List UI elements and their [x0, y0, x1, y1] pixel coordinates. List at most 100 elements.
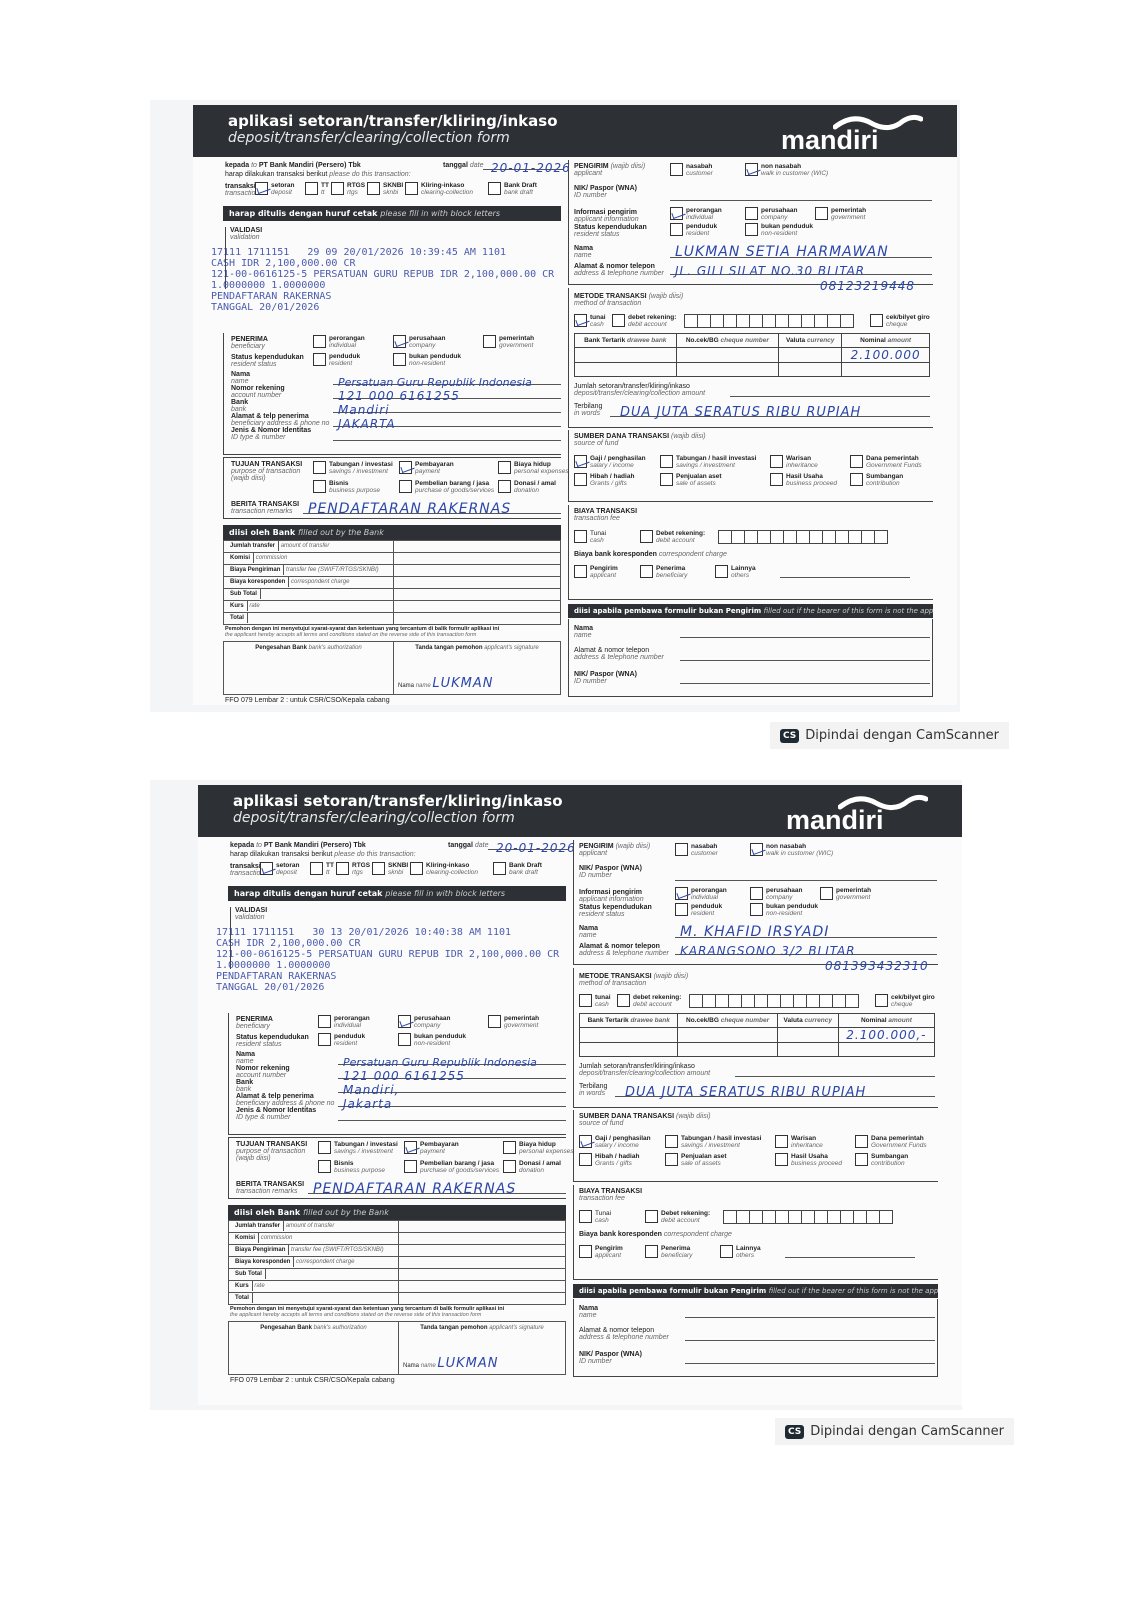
checkbox[interactable] [775, 1135, 788, 1148]
cell[interactable] [841, 362, 930, 377]
digit-cell[interactable] [710, 314, 724, 328]
fund-source-option[interactable]: Hasil Usaha business proceed [775, 1153, 842, 1167]
digit-cell[interactable] [845, 994, 859, 1008]
customer-type-option[interactable]: non nasabah walk in customer (WIC) [750, 843, 833, 857]
charge-option[interactable]: Pengirim applicant [574, 565, 618, 579]
fee-debit-account-cells[interactable] [718, 530, 888, 544]
checkbox[interactable] [870, 314, 883, 327]
checkbox[interactable] [720, 1245, 733, 1258]
fund-source-option[interactable]: Warisan inheritance [775, 1135, 823, 1149]
resident-option[interactable]: bukan penduduk non-resident [750, 903, 818, 917]
digit-cell[interactable] [744, 530, 758, 544]
checkbox[interactable] [574, 314, 587, 327]
purpose-option[interactable]: Tabungan / investasi savings / investment [313, 461, 393, 475]
checkbox[interactable] [313, 335, 326, 348]
debit-account-cells[interactable] [689, 994, 859, 1008]
checkbox[interactable] [488, 182, 501, 195]
checkbox[interactable] [405, 182, 418, 195]
resident-option[interactable]: penduduk resident [675, 903, 722, 917]
charge-option[interactable]: Lainnya others [720, 1245, 761, 1259]
digit-cell[interactable] [793, 994, 807, 1008]
checkbox[interactable] [670, 163, 683, 176]
fund-source-option[interactable]: Gaji / penghasilan salary / income [579, 1135, 651, 1149]
digit-cell[interactable] [723, 314, 737, 328]
applicant-type-option[interactable]: pemerintah government [815, 207, 866, 221]
checkbox[interactable] [393, 353, 406, 366]
purpose-option[interactable]: Biaya hidup personal expenses [498, 461, 569, 475]
purpose-option[interactable]: Bisnis business purpose [318, 1160, 385, 1174]
cell[interactable] [574, 347, 677, 363]
checkbox[interactable] [850, 455, 863, 468]
digit-cell[interactable] [879, 1210, 893, 1224]
fund-source-option[interactable]: Gaji / penghasilan salary / income [574, 455, 646, 469]
debit-option[interactable]: debet rekening: debit account [612, 314, 676, 328]
digit-cell[interactable] [754, 994, 768, 1008]
resident-option[interactable]: bukan penduduk non-resident [745, 223, 813, 237]
tx-type-option[interactable]: Kliring-inkaso clearing-collection [405, 182, 473, 196]
digit-cell[interactable] [728, 994, 742, 1008]
checkbox[interactable] [579, 1135, 592, 1148]
checkbox[interactable] [745, 223, 758, 236]
checkbox[interactable] [750, 887, 763, 900]
purpose-option[interactable]: Tabungan / investasi savings / investment [318, 1141, 398, 1155]
checkbox[interactable] [313, 353, 326, 366]
purpose-option[interactable]: Pembelian barang / jasa purchase of goods… [399, 480, 494, 494]
digit-cell[interactable] [731, 530, 745, 544]
digit-cell[interactable] [832, 994, 846, 1008]
digit-cell[interactable] [715, 994, 729, 1008]
digit-cell[interactable] [861, 530, 875, 544]
cell[interactable] [574, 362, 677, 377]
applicant-type-option[interactable]: perorangan individual [675, 887, 727, 901]
checkbox[interactable] [660, 455, 673, 468]
charge-option[interactable]: Penerima beneficiary [645, 1245, 692, 1259]
cell[interactable] [675, 362, 780, 377]
checkbox[interactable] [313, 461, 326, 474]
digit-cell[interactable] [770, 530, 784, 544]
fee-cash-option[interactable]: Tunai cash [579, 1210, 611, 1224]
tx-type-option[interactable]: setoran deposit [255, 182, 294, 196]
fee-cash-option[interactable]: Tunai cash [574, 530, 606, 544]
beneficiary-type-option[interactable]: perusahaan company [393, 335, 446, 349]
digit-cell[interactable] [718, 530, 732, 544]
tx-type-option[interactable]: RTGS rtgs [331, 182, 365, 196]
digit-cell[interactable] [796, 530, 810, 544]
cell[interactable] [778, 347, 843, 363]
digit-cell[interactable] [757, 530, 771, 544]
checkbox[interactable] [579, 1153, 592, 1166]
checkbox[interactable] [313, 480, 326, 493]
fund-source-option[interactable]: Hibah / hadiah Grants / gifts [579, 1153, 639, 1167]
checkbox[interactable] [574, 565, 587, 578]
checkbox[interactable] [745, 163, 758, 176]
applicant-signature[interactable]: Tanda tangan pemohon applicant's signatu… [394, 642, 560, 694]
digit-cell[interactable] [853, 1210, 867, 1224]
checkbox[interactable] [318, 1141, 331, 1154]
digit-cell[interactable] [702, 994, 716, 1008]
digit-cell[interactable] [697, 314, 711, 328]
checkbox[interactable] [640, 530, 653, 543]
digit-cell[interactable] [780, 994, 794, 1008]
fee-debit-option[interactable]: Debet rekening: debit account [645, 1210, 710, 1224]
checkbox[interactable] [815, 207, 828, 220]
checkbox[interactable] [404, 1160, 417, 1173]
checkbox[interactable] [503, 1141, 516, 1154]
digit-cell[interactable] [749, 1210, 763, 1224]
charge-option[interactable]: Lainnya others [715, 565, 756, 579]
checkbox[interactable] [645, 1210, 658, 1223]
checkbox[interactable] [750, 903, 763, 916]
digit-cell[interactable] [788, 1210, 802, 1224]
fund-source-option[interactable]: Dana pemerintah Government Funds [850, 455, 922, 469]
checkbox[interactable] [498, 480, 511, 493]
applicant-signature[interactable]: Tanda tangan pemohon applicant's signatu… [399, 1322, 565, 1374]
digit-cell[interactable] [806, 994, 820, 1008]
checkbox[interactable] [498, 461, 511, 474]
checkbox[interactable] [875, 994, 888, 1007]
cell[interactable] [776, 1027, 839, 1043]
checkbox[interactable] [617, 994, 630, 1007]
checkbox[interactable] [675, 903, 688, 916]
beneficiary-type-option[interactable]: perorangan individual [318, 1015, 370, 1029]
applicant-type-option[interactable]: perorangan individual [670, 207, 722, 221]
charge-option[interactable]: Penerima beneficiary [640, 565, 687, 579]
checkbox[interactable] [855, 1135, 868, 1148]
digit-cell[interactable] [689, 994, 703, 1008]
amount-cell[interactable]: 2.100.000 [841, 347, 930, 363]
